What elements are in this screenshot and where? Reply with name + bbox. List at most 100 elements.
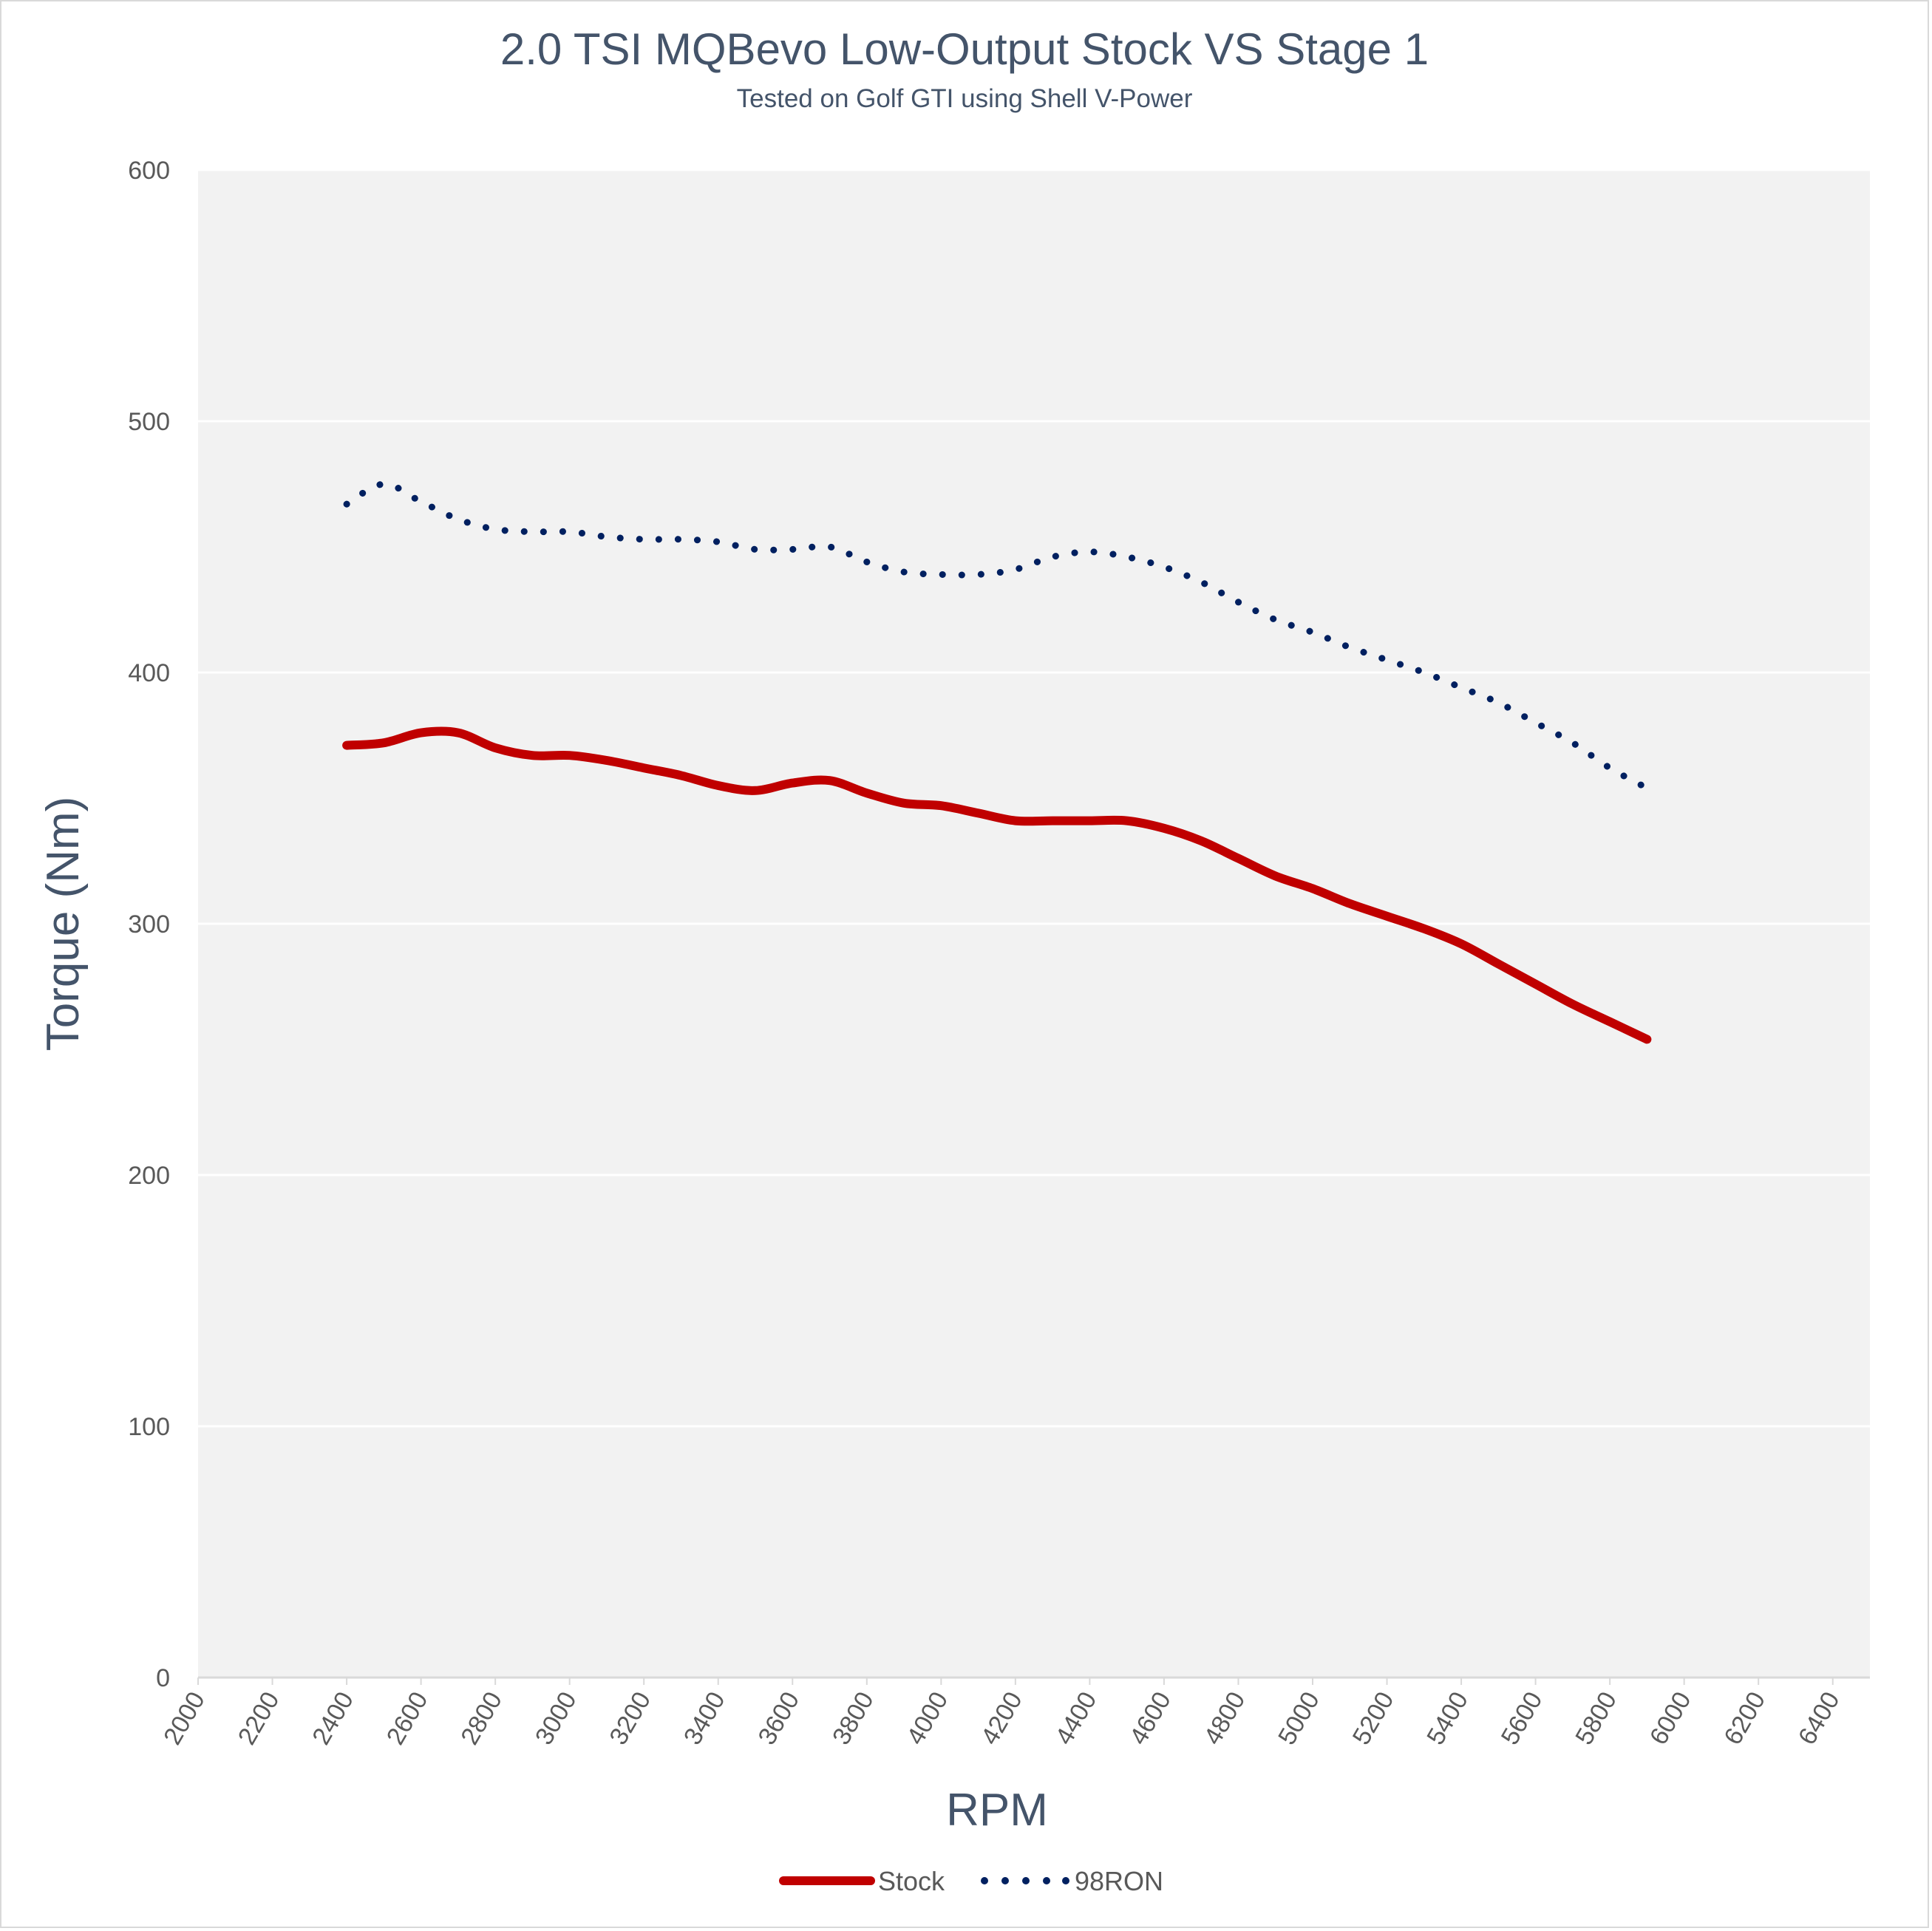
x-axis-title: RPM (946, 1785, 1048, 1836)
data-point-stock (1347, 901, 1353, 907)
data-point-stock (529, 752, 535, 758)
data-point-98ron (1124, 554, 1130, 560)
y-tick-label: 600 (128, 157, 170, 185)
data-point-stock (864, 790, 870, 796)
data-point-stock (1050, 818, 1055, 824)
data-point-stock (567, 752, 573, 758)
data-point-stock (1421, 926, 1427, 932)
data-point-stock (1273, 873, 1279, 879)
legend-dot (1043, 1877, 1050, 1884)
data-point-stock (1607, 1019, 1613, 1025)
data-point-stock (1310, 885, 1316, 891)
legend-dot (1062, 1877, 1069, 1884)
data-point-stock (604, 757, 610, 763)
y-tick-label: 400 (128, 659, 170, 687)
data-point-98ron (492, 526, 498, 532)
x-tick-label: 4200 (976, 1687, 1028, 1750)
data-point-stock (455, 730, 461, 736)
data-point-98ron (938, 571, 944, 577)
y-tick-label: 0 (156, 1664, 170, 1692)
data-point-stock (1124, 818, 1130, 824)
data-point-98ron (678, 537, 684, 542)
x-tick-label: 5600 (1496, 1687, 1548, 1750)
data-point-stock (1495, 961, 1501, 967)
x-tick-label: 5200 (1347, 1687, 1400, 1750)
data-point-98ron (1644, 785, 1650, 791)
x-tick-label: 6200 (1718, 1687, 1771, 1750)
data-point-98ron (455, 517, 461, 522)
x-tick-label: 3400 (678, 1687, 731, 1750)
data-point-98ron (1607, 765, 1613, 771)
x-tick-label: 3600 (752, 1687, 805, 1750)
data-point-98ron (1347, 644, 1353, 650)
data-point-98ron (976, 571, 982, 577)
data-point-98ron (1495, 700, 1501, 706)
data-point-stock (1235, 856, 1241, 862)
data-point-98ron (1458, 684, 1464, 690)
data-point-98ron (1533, 720, 1539, 726)
data-point-98ron (827, 544, 833, 550)
legend-label-stock: Stock (878, 1866, 945, 1896)
data-point-98ron (381, 481, 387, 487)
legend-dot (1001, 1877, 1009, 1884)
x-tick-label: 2000 (158, 1687, 211, 1750)
data-point-stock (827, 777, 833, 783)
data-point-stock (641, 765, 647, 771)
y-axis-title: Torque (Nm) (38, 797, 89, 1052)
data-point-stock (938, 803, 944, 808)
data-point-98ron (1235, 599, 1241, 605)
data-point-98ron (604, 534, 610, 539)
x-tick-label: 6400 (1793, 1687, 1846, 1750)
legend-dot (981, 1877, 988, 1884)
data-point-98ron (1050, 554, 1055, 560)
series-line-stock (342, 726, 1652, 1044)
data-point-stock (976, 810, 982, 816)
x-tick-label: 4000 (902, 1687, 954, 1750)
data-point-stock (1570, 1001, 1576, 1007)
data-point-98ron (1310, 630, 1316, 636)
data-point-stock (418, 730, 424, 736)
x-tick-label: 4600 (1124, 1687, 1177, 1750)
data-point-98ron (641, 537, 647, 542)
data-point-98ron (864, 559, 870, 565)
data-point-98ron (752, 546, 758, 552)
data-point-98ron (1570, 740, 1576, 746)
x-tick-label: 5800 (1570, 1687, 1622, 1750)
data-point-stock (492, 745, 498, 751)
data-point-98ron (567, 529, 573, 535)
y-tick-label: 500 (128, 408, 170, 436)
x-tick-label: 3800 (827, 1687, 880, 1750)
data-point-stock (1086, 818, 1092, 824)
y-tick-label: 100 (128, 1413, 170, 1441)
data-point-98ron (418, 499, 424, 505)
x-tick-label: 2400 (307, 1687, 359, 1750)
x-tick-label: 3200 (604, 1687, 656, 1750)
data-point-stock (1198, 838, 1204, 844)
x-tick-label: 4400 (1050, 1687, 1103, 1750)
data-point-98ron (1273, 617, 1279, 623)
x-tick-label: 4800 (1199, 1687, 1251, 1750)
x-tick-label: 5400 (1421, 1687, 1474, 1750)
data-point-stock (752, 788, 758, 794)
data-point-stock (678, 772, 684, 778)
data-point-stock (1161, 825, 1167, 831)
data-point-98ron (789, 546, 795, 552)
y-tick-label: 200 (128, 1162, 170, 1190)
x-tick-label: 6000 (1644, 1687, 1697, 1750)
data-point-stock (789, 780, 795, 786)
x-tick-label: 2200 (233, 1687, 285, 1750)
x-tick-label: 3000 (530, 1687, 582, 1750)
data-point-98ron (344, 501, 350, 507)
data-point-stock (381, 740, 387, 746)
data-point-98ron (1161, 564, 1167, 570)
data-point-stock (1458, 941, 1464, 947)
x-tick-label: 2800 (455, 1687, 508, 1750)
data-point-stock (1644, 1036, 1650, 1042)
legend: Stock 98RON (779, 1866, 1163, 1896)
chart-title: 2.0 TSI MQBevo Low-Output Stock VS Stage… (500, 24, 1429, 74)
data-point-98ron (1198, 579, 1204, 585)
data-point-stock (715, 783, 721, 789)
y-tick-label: 300 (128, 910, 170, 939)
data-point-98ron (529, 529, 535, 535)
